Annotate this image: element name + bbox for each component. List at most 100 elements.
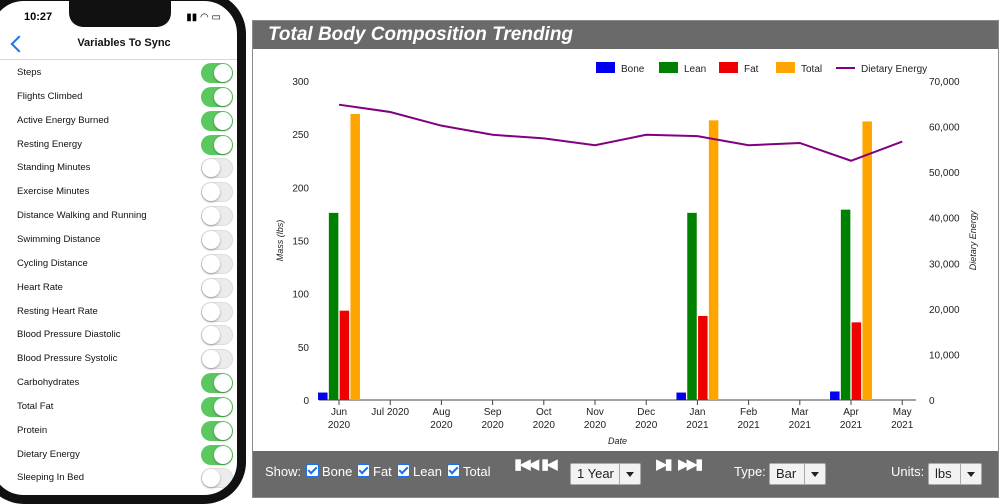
- variable-label: Swimming Distance: [17, 233, 101, 245]
- toggle-knob: [202, 207, 220, 226]
- check-icon: [447, 464, 460, 477]
- checkbox-total[interactable]: Total: [447, 464, 490, 479]
- variable-label: Blood Pressure Systolic: [17, 353, 118, 365]
- units-select[interactable]: lbs: [928, 463, 982, 485]
- step-back-icon[interactable]: ▮◀: [541, 456, 558, 473]
- list-item: Cycling Distance: [0, 252, 237, 276]
- checkbox-bone[interactable]: Bone: [306, 464, 352, 479]
- variable-label: Cycling Distance: [17, 257, 88, 269]
- checkbox-bone-label: Bone: [322, 464, 353, 479]
- legend-swatch-fat: [719, 62, 738, 73]
- y-tick-label: 50: [298, 343, 310, 354]
- nav-title: Variables To Sync: [77, 37, 171, 49]
- y2-tick-label: 70,000: [929, 77, 960, 88]
- variable-toggle[interactable]: [201, 63, 233, 83]
- variable-toggle[interactable]: [201, 396, 233, 417]
- y2-axis-title: Dietary Energy: [968, 210, 978, 270]
- range-select[interactable]: 1 Year: [570, 463, 641, 485]
- variable-label: Standing Minutes: [17, 162, 91, 174]
- range-select-value: 1 Year: [577, 466, 614, 481]
- bar-total: [350, 113, 360, 401]
- list-item: Resting Heart Rate: [0, 300, 237, 324]
- x-tick-label: Jan: [689, 407, 705, 418]
- composition-chart: 0 50 100 150 200 250 300 0 10,000 20,000 30,000 40,…: [275, 62, 978, 446]
- list-item: Exercise Minutes: [0, 180, 237, 204]
- x-tick-label: 2021: [737, 420, 760, 431]
- y-axis-title: Mass (lbs): [275, 220, 285, 262]
- variable-toggle[interactable]: [201, 229, 233, 250]
- variable-toggle[interactable]: [201, 206, 233, 227]
- y2-tick-label: 40,000: [929, 214, 960, 225]
- type-select-value: Bar: [776, 466, 797, 481]
- x-tick-label: 2020: [635, 420, 658, 431]
- bar-bone: [676, 392, 686, 400]
- type-label: Type:: [734, 464, 766, 479]
- variable-toggle[interactable]: [201, 253, 233, 274]
- chart-controls: Show: Bone Fat Lean Total ▮◀◀ ▮◀ 1 Year …: [253, 451, 998, 497]
- variable-toggle[interactable]: [201, 86, 233, 107]
- chart-header: Total Body Composition Trending: [253, 21, 998, 49]
- variable-toggle[interactable]: [201, 277, 233, 298]
- legend-label: Lean: [684, 64, 706, 75]
- check-icon: [357, 464, 370, 477]
- variable-toggle[interactable]: [201, 373, 233, 394]
- legend-swatch-lean: [659, 62, 678, 73]
- series-line-dietary-energy: [338, 103, 903, 162]
- toggle-knob: [214, 421, 232, 440]
- chevron-down-icon: [960, 464, 981, 484]
- bar-total: [862, 121, 872, 400]
- x-tick-label: 2021: [840, 420, 863, 431]
- type-select[interactable]: Bar: [769, 463, 826, 485]
- variable-toggle[interactable]: [201, 158, 233, 179]
- x-tick-label: Feb: [740, 407, 758, 418]
- chevron-down-icon: [804, 464, 825, 484]
- list-item: Steps: [0, 61, 237, 85]
- list-item: Active Energy Burned: [0, 109, 237, 133]
- toggle-knob: [214, 397, 232, 416]
- phone-notch: [69, 1, 171, 27]
- variable-label: Total Fat: [17, 400, 54, 412]
- x-tick-label: Aug: [433, 407, 451, 418]
- toggle-knob: [214, 445, 232, 464]
- x-tick-label: 2021: [891, 420, 914, 431]
- legend-label: Bone: [621, 64, 645, 75]
- step-forward-icon[interactable]: ▶▮: [656, 456, 673, 473]
- toggle-knob: [202, 254, 220, 273]
- chart-panel: 0 50 100 150 200 250 300 0 10,000 20,000 30,000 40,…: [252, 20, 999, 498]
- y2-tick-label: 50,000: [929, 168, 960, 179]
- list-item: Swimming Distance: [0, 228, 237, 252]
- variable-toggle[interactable]: [201, 325, 233, 346]
- toggle-knob: [202, 230, 220, 249]
- variable-label: Sleeping In Bed: [17, 472, 85, 484]
- checkbox-fat[interactable]: Fat: [357, 464, 392, 479]
- variable-toggle[interactable]: [201, 444, 233, 465]
- toggle-knob: [202, 159, 220, 178]
- toggle-knob: [214, 374, 232, 393]
- variable-toggle[interactable]: [201, 182, 233, 203]
- variable-toggle[interactable]: [201, 134, 233, 155]
- list-item: Distance Walking and Running: [0, 204, 237, 228]
- list-item: Blood Pressure Diastolic: [0, 323, 237, 347]
- variable-label: Active Energy Burned: [17, 114, 109, 126]
- toggle-knob: [202, 278, 220, 297]
- y-tick-label: 0: [303, 396, 309, 407]
- x-tick-label: Sep: [484, 407, 502, 418]
- variable-toggle[interactable]: [201, 468, 233, 489]
- status-bar: 10:27 ▮▮ ◠ ▭: [0, 1, 237, 23]
- variable-toggle[interactable]: [201, 349, 233, 370]
- variable-toggle[interactable]: [201, 110, 233, 131]
- variable-toggle[interactable]: [201, 301, 233, 322]
- variable-toggle[interactable]: [201, 420, 233, 441]
- toggle-knob: [202, 350, 220, 369]
- skip-last-icon[interactable]: ▶▶▮: [678, 456, 703, 473]
- x-tick-label: 2020: [430, 420, 453, 431]
- variable-label: Carbohydrates: [17, 377, 80, 389]
- list-item: Protein: [0, 419, 237, 443]
- list-item: Sleeping In Bed: [0, 466, 237, 490]
- toggle-knob: [214, 64, 232, 82]
- list-item: Carbohydrates: [0, 371, 237, 395]
- skip-first-icon[interactable]: ▮◀◀: [514, 456, 539, 473]
- x-tick-label: 2020: [533, 420, 556, 431]
- bar-lean: [840, 209, 851, 400]
- checkbox-lean[interactable]: Lean: [397, 464, 442, 479]
